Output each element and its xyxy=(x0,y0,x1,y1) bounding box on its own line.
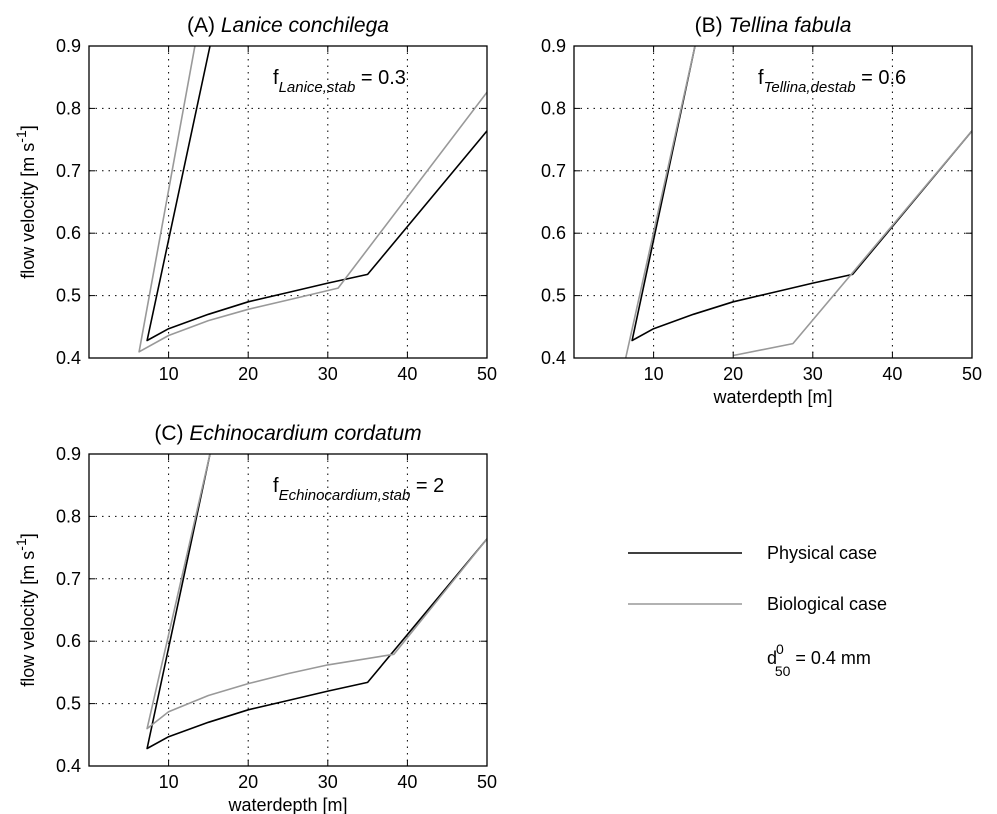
annotation-value: = 2 xyxy=(410,475,444,497)
annotation: fEchinocardium,stab = 2 xyxy=(273,475,444,504)
x-tick-label: 40 xyxy=(882,364,902,384)
chart-title-prefix: (B) xyxy=(695,14,729,37)
chart-title-prefix: (A) xyxy=(187,14,221,37)
legend: Physical case Biological case d0 50 = 0.4 m… xyxy=(628,543,887,679)
y-tick-label: 0.5 xyxy=(541,286,566,306)
plot-frame xyxy=(88,453,488,767)
annotation-value: = 0.3 xyxy=(355,67,406,89)
y-tick-label: 0.4 xyxy=(541,348,566,368)
annotation-base: f xyxy=(758,67,764,89)
y-tick-label: 0.8 xyxy=(541,98,566,118)
chart-title-species: Lanice conchilega xyxy=(221,14,389,37)
chart-title: (C) Echinocardium cordatum xyxy=(154,422,421,445)
chart-title-prefix: (C) xyxy=(154,422,189,445)
x-tick-label: 40 xyxy=(397,772,417,792)
y-axis-label-text: flow velocity [m s xyxy=(18,551,38,687)
y-tick-label: 0.8 xyxy=(56,506,81,526)
chart-panel-c: 10 20 30 40 50 0.4 0.5 0.6 0.7 0.8 0.9 (C) Echinoca… xyxy=(13,422,497,814)
y-tick-label: 0.6 xyxy=(56,223,81,243)
legend-note-superscript: 0 xyxy=(776,641,784,657)
annotation-subscript: Echinocardium,stab xyxy=(279,487,411,504)
x-axis-label: waterdepth [m] xyxy=(712,387,832,407)
x-tick-label: 20 xyxy=(723,364,743,384)
chart-title-species: Echinocardium cordatum xyxy=(189,422,421,445)
x-tick-label: 10 xyxy=(159,772,179,792)
chart-title-species: Tellina fabula xyxy=(728,14,851,37)
plot-frame xyxy=(88,45,488,359)
series-line-biological xyxy=(138,46,487,353)
y-tick-label: 0.7 xyxy=(56,569,81,589)
y-tick-label: 0.7 xyxy=(541,161,566,181)
series-line-biological xyxy=(146,454,487,730)
y-tick-label: 0.4 xyxy=(56,348,81,368)
series-line-physical xyxy=(146,46,487,342)
plot-frame xyxy=(573,45,973,359)
x-tick-label: 10 xyxy=(159,364,179,384)
x-tick-label: 20 xyxy=(238,364,258,384)
y-tick-label: 0.6 xyxy=(56,631,81,651)
chart-panel-b: 10 20 30 40 50 0.4 0.5 0.6 0.7 0.8 0.9 (B) Tellina … xyxy=(541,14,982,407)
y-tick-label: 0.6 xyxy=(541,223,566,243)
x-tick-label: 40 xyxy=(397,364,417,384)
series-line-physical xyxy=(631,46,972,342)
y-tick-label: 0.9 xyxy=(56,36,81,56)
y-axis-label-exponent: -1 xyxy=(13,538,29,551)
y-tick-label: 0.9 xyxy=(56,444,81,464)
y-axis-label-exponent: -1 xyxy=(13,130,29,143)
annotation: fTellina,destab = 0.6 xyxy=(758,67,906,96)
x-tick-label: 50 xyxy=(477,364,497,384)
x-tick-label: 20 xyxy=(238,772,258,792)
y-axis-label-tail: ] xyxy=(18,533,38,538)
series-line-biological xyxy=(624,46,696,358)
annotation: fLanice,stab = 0.3 xyxy=(273,67,406,96)
y-tick-label: 0.7 xyxy=(56,161,81,181)
y-axis-label-text: flow velocity [m s xyxy=(18,143,38,279)
y-tick-label: 0.8 xyxy=(56,98,81,118)
x-tick-label: 50 xyxy=(477,772,497,792)
annotation-subscript: Lanice,stab xyxy=(279,79,356,96)
y-tick-label: 0.4 xyxy=(56,756,81,776)
y-axis-label-tail: ] xyxy=(18,125,38,130)
x-tick-label: 30 xyxy=(803,364,823,384)
annotation-base: f xyxy=(273,67,279,89)
x-tick-label: 30 xyxy=(318,364,338,384)
series-line-biological xyxy=(733,130,972,357)
x-tick-label: 10 xyxy=(644,364,664,384)
annotation-subscript: Tellina,destab xyxy=(764,79,856,96)
y-tick-label: 0.5 xyxy=(56,694,81,714)
chart-title: (A) Lanice conchilega xyxy=(187,14,389,37)
y-axis-label: flow velocity [m s-1] xyxy=(13,125,38,279)
y-tick-label: 0.5 xyxy=(56,286,81,306)
annotation-value: = 0.6 xyxy=(856,67,907,89)
x-tick-label: 30 xyxy=(318,772,338,792)
legend-note-base: d xyxy=(767,648,777,668)
chart-title: (B) Tellina fabula xyxy=(695,14,852,37)
x-axis-label: waterdepth [m] xyxy=(227,795,347,814)
legend-note-subscript: 50 xyxy=(775,663,791,679)
chart-panel-a: 10 20 30 40 50 0.4 0.5 0.6 0.7 0.8 0.9 (A) Lanice c… xyxy=(13,14,497,384)
annotation-base: f xyxy=(273,475,279,497)
y-tick-label: 0.9 xyxy=(541,36,566,56)
legend-note: d0 50 = 0.4 mm xyxy=(767,641,871,679)
series-line-physical xyxy=(146,454,487,750)
legend-label: Physical case xyxy=(767,543,877,563)
x-tick-label: 50 xyxy=(962,364,982,384)
y-axis-label: flow velocity [m s-1] xyxy=(13,533,38,687)
legend-note-value: = 0.4 mm xyxy=(790,648,871,668)
legend-label: Biological case xyxy=(767,594,887,614)
